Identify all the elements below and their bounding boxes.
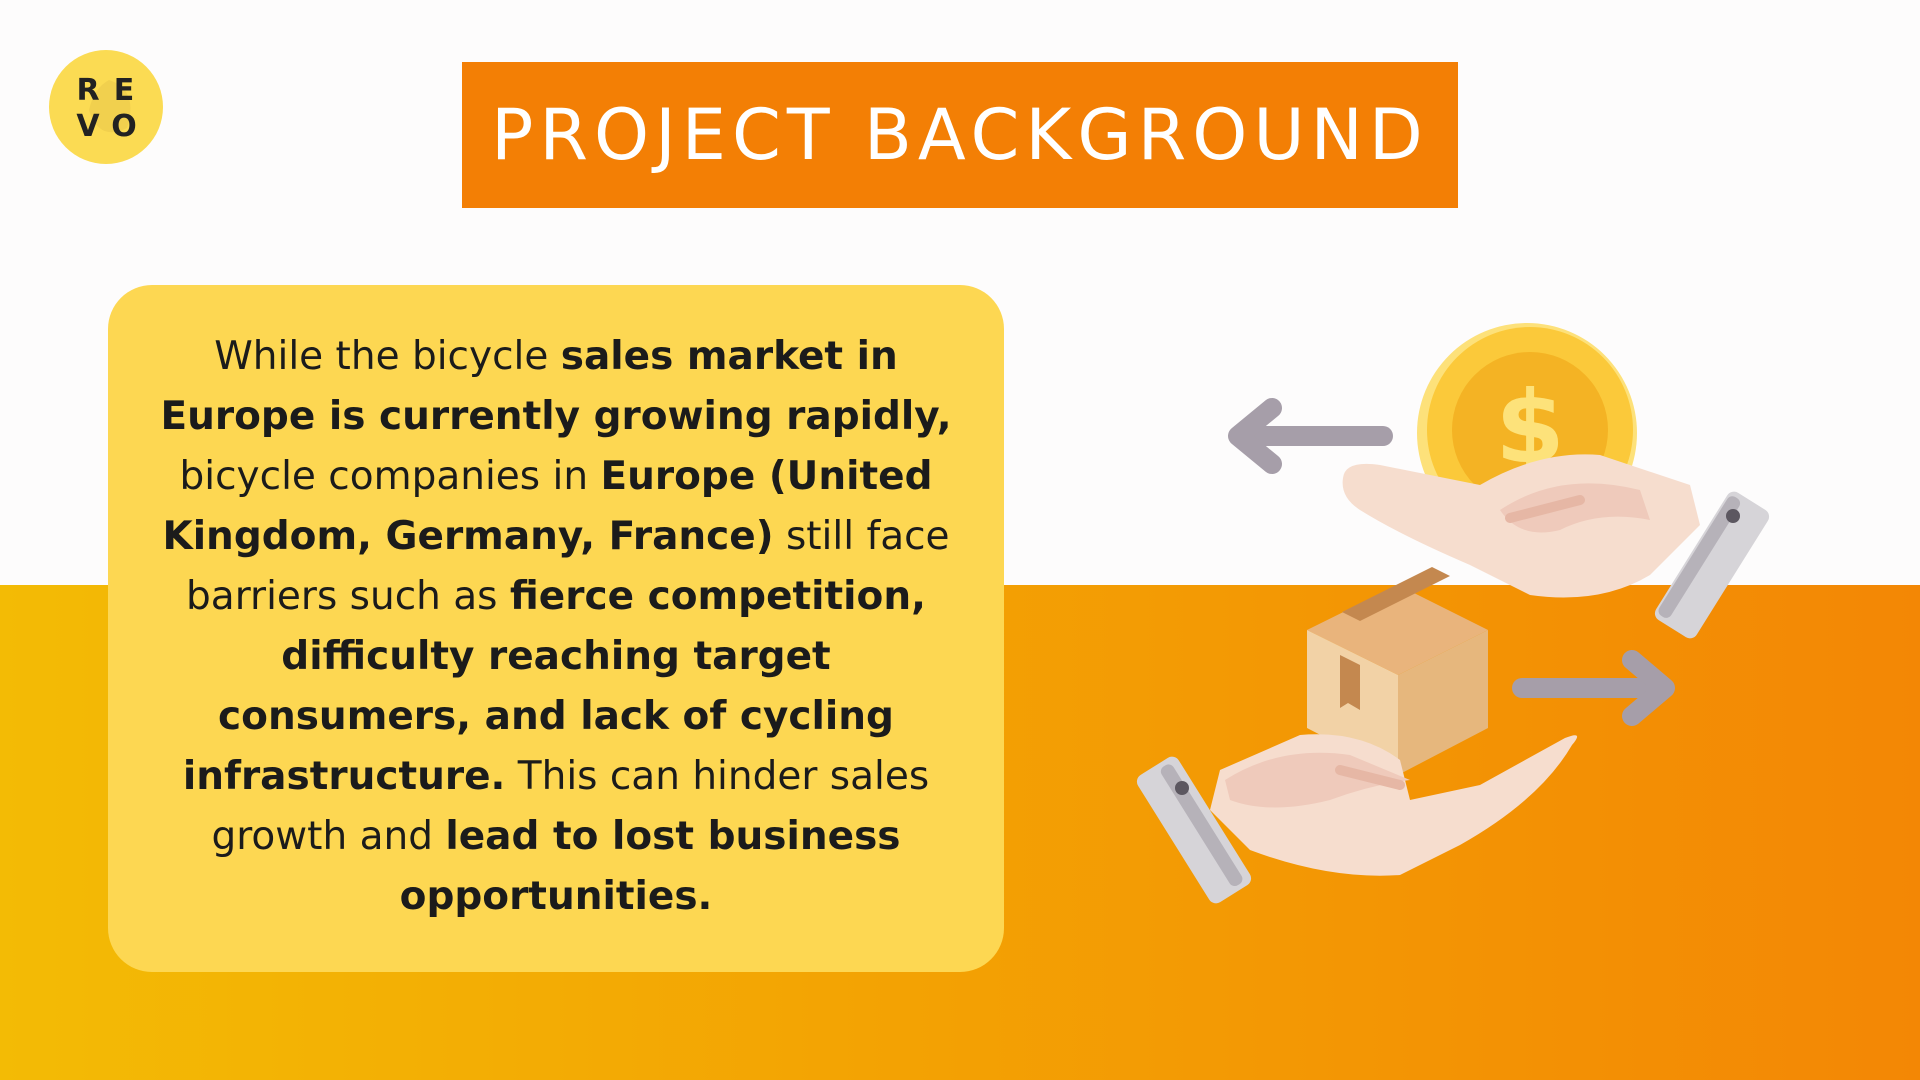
page-title: PROJECT BACKGROUND: [491, 94, 1429, 176]
description-segment: bicycle companies in: [179, 454, 601, 499]
logo-leaf-icon: [89, 80, 131, 133]
bottom-hand-icon: [1136, 734, 1578, 904]
logo-letter-r: R: [76, 73, 100, 108]
description-segment: still face barriers such as: [186, 514, 950, 619]
description-segment-bold: fierce competition, difficulty reaching …: [182, 574, 926, 799]
description-segment: While the bicycle: [214, 334, 561, 379]
title-banner: PROJECT BACKGROUND: [462, 62, 1458, 208]
exchange-illustration: $: [1136, 323, 1770, 904]
description-segment-bold: Europe (United Kingdom, Germany, France): [162, 454, 933, 559]
logo-letter-v: V: [76, 109, 100, 144]
revo-logo: R E V O: [49, 50, 163, 164]
description-text: While the bicycle sales market in Europe…: [158, 327, 954, 927]
left-arrow-icon: [1228, 398, 1393, 474]
right-arrow-icon: [1512, 650, 1675, 726]
logo-letter-e: E: [113, 73, 135, 108]
bottom-cuff-icon: [1136, 756, 1252, 904]
description-segment: This can hinder sales growth and: [211, 754, 930, 859]
description-card: While the bicycle sales market in Europe…: [108, 285, 1004, 972]
logo-letter-o: O: [111, 109, 137, 144]
top-hand-icon: [1342, 454, 1770, 639]
description-segment-bold: lead to lost business opportunities.: [399, 814, 901, 919]
top-cuff-icon: [1654, 491, 1770, 639]
description-segment-bold: sales market in Europe is currently grow…: [160, 334, 952, 439]
